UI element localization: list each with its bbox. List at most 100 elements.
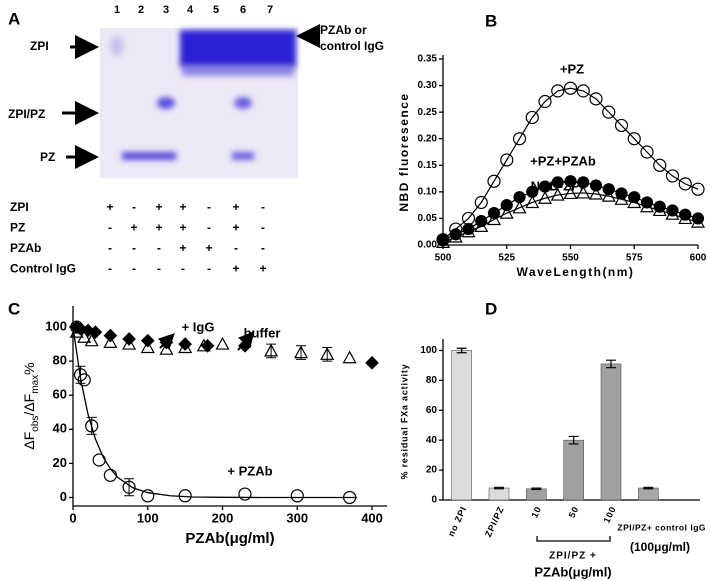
y-tick-label: 0.25 (418, 107, 438, 118)
marker (141, 489, 155, 503)
panel-label: C (8, 299, 20, 318)
sign: - (108, 262, 112, 276)
marker (88, 325, 103, 340)
sign: - (207, 221, 211, 235)
x-tick-label: ZPI/PZ (483, 505, 506, 539)
x-tick-label: 0 (69, 510, 76, 525)
marker (512, 132, 527, 146)
sign: + (259, 262, 266, 276)
series-line (442, 192, 699, 243)
marker (614, 192, 629, 205)
lane-number: 3 (163, 4, 169, 16)
y-tick-label: 0.20 (418, 133, 438, 144)
series-label: buffer (244, 325, 281, 340)
marker (290, 489, 304, 503)
sign: - (108, 221, 112, 235)
sign: - (207, 262, 211, 276)
lane-number: 5 (213, 4, 219, 16)
row-label: PZAb (10, 241, 41, 255)
x-tick-label: 100 (602, 505, 618, 525)
sign: + (179, 200, 186, 214)
bar (451, 350, 472, 501)
marker (678, 211, 693, 225)
marker (576, 185, 591, 199)
sign: + (155, 221, 162, 235)
marker (691, 182, 705, 196)
y-tick-label: 0 (431, 495, 437, 506)
marker (215, 336, 230, 350)
marker (320, 347, 335, 360)
sign: - (261, 200, 265, 214)
sign: + (179, 241, 186, 255)
lane-number: 6 (240, 4, 246, 16)
marker (342, 350, 357, 364)
error-bar (456, 347, 467, 354)
marker (576, 84, 590, 98)
sign: + (232, 200, 239, 214)
marker (653, 158, 667, 172)
marker (196, 338, 211, 352)
annotation: (100μg/ml) (630, 540, 690, 554)
error-bar (531, 487, 542, 491)
error-bar (494, 486, 504, 490)
marker (665, 206, 680, 220)
y-tick-label: 0.35 (418, 54, 438, 65)
marker (122, 480, 136, 494)
gel-bands (110, 30, 296, 160)
sign: - (261, 221, 265, 235)
marker (486, 212, 502, 226)
annotation: ZPI/PZ + (549, 551, 597, 562)
marker (178, 340, 193, 354)
sign: - (132, 262, 136, 276)
panel-label: A (8, 9, 20, 28)
row-label: ZPI (10, 200, 29, 214)
marker (525, 195, 540, 209)
x-axis-label: PZAb(μg/ml) (185, 530, 274, 547)
band-label: PZ (40, 150, 55, 164)
marker (678, 177, 692, 191)
x-tick-label: 50 (567, 505, 581, 520)
marker (264, 343, 279, 357)
error-bar (643, 486, 654, 490)
x-tick-label: 300 (286, 510, 308, 525)
marker (690, 214, 706, 228)
band-label: ZPI/PZ (8, 107, 45, 121)
x-axis-label: WaveLength(nm) (517, 265, 635, 279)
marker (159, 341, 174, 355)
sign: - (132, 200, 136, 214)
y-tick-label: 100 (45, 318, 67, 333)
marker (589, 179, 603, 192)
series-label: + PZAb (227, 463, 272, 478)
marker (294, 345, 309, 359)
y-axis-label-part: max (30, 375, 41, 394)
y-tick-label: 100 (420, 345, 437, 356)
marker (487, 174, 501, 188)
y-tick-label: 0.05 (418, 213, 438, 224)
sign: - (207, 200, 211, 214)
y-tick-label: 80 (426, 375, 438, 386)
x-tick-label: 200 (212, 510, 234, 525)
x-tick-label: 10 (529, 505, 543, 520)
marker (563, 81, 578, 95)
marker (448, 229, 463, 243)
marker (70, 320, 84, 334)
y-tick-label: 80 (53, 353, 67, 368)
marker (103, 468, 117, 482)
bar (563, 439, 584, 501)
bracket (536, 536, 611, 542)
sign: - (108, 241, 112, 255)
y-axis-label-part: ΔF (21, 432, 37, 450)
sign: + (232, 221, 239, 235)
y-tick-label: 0 (60, 489, 67, 504)
series-label: + IgG (182, 319, 215, 334)
marker (550, 187, 565, 201)
lane-number: 4 (187, 4, 194, 16)
marker (538, 94, 552, 109)
y-tick-label: 40 (53, 421, 67, 436)
x-tick-label: 400 (361, 510, 383, 525)
band-label: PZAb or (320, 23, 367, 37)
y-axis-label: ΔFobs/ΔFmax% (21, 362, 41, 449)
marker (499, 205, 514, 219)
marker (602, 105, 616, 119)
